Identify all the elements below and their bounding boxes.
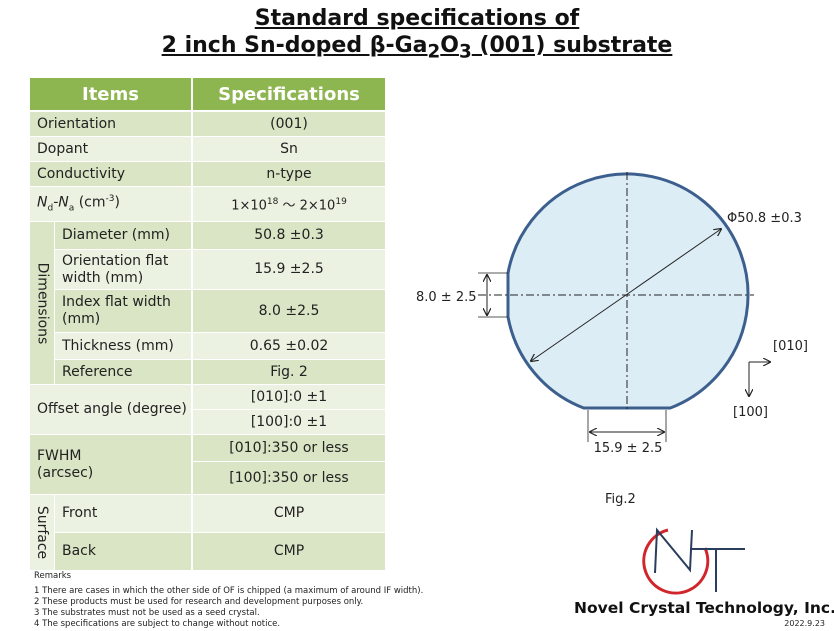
- spec-cell: Sn: [193, 137, 385, 161]
- spec-sup: 18: [266, 196, 279, 207]
- item-cell: Diameter (mm): [55, 222, 191, 249]
- spec-text: 1×10: [231, 198, 267, 214]
- spec-cell: Fig. 2: [193, 360, 385, 384]
- spec-cell: [010]:350 or less: [193, 435, 385, 461]
- item-cell: Conductivity: [30, 162, 191, 186]
- spec-text: ～ 2×10: [278, 198, 336, 214]
- diameter-label: Φ50.8 ±0.3: [727, 211, 802, 226]
- orientation-flat-label: 15.9 ± 2.5: [594, 441, 663, 456]
- group-label: Dimensions: [30, 222, 54, 384]
- item-cell: Back: [55, 533, 191, 570]
- remarks-title: Remarks: [34, 571, 72, 581]
- company-name: Novel Crystal Technology, Inc.: [574, 599, 834, 617]
- remark: 4 The specifications are subject to chan…: [34, 619, 281, 629]
- item-text: N: [37, 194, 48, 211]
- item-cell: Orientation flat width (mm): [55, 250, 191, 289]
- item-text: (cm: [74, 194, 106, 211]
- axis-label: [100]: [733, 405, 768, 420]
- item-cell: Dopant: [30, 137, 191, 161]
- item-text: -N: [53, 194, 69, 211]
- title-sub: 3: [458, 41, 472, 63]
- item-cell: Thickness (mm): [55, 333, 191, 359]
- header-cell: Items: [30, 78, 191, 110]
- item-cell: Offset angle (degree): [30, 385, 191, 434]
- spec-cell: 15.9 ±2.5: [193, 250, 385, 289]
- spec-cell: 0.65 ±0.02: [193, 333, 385, 359]
- header-cell: Specifications: [193, 78, 385, 110]
- item-cell: Orientation: [30, 112, 191, 136]
- remark: 2 These products must be used for resear…: [34, 597, 364, 607]
- item-cell: FWHM (arcsec): [30, 435, 191, 494]
- spec-cell: 1×1018 ～ 2×1019: [193, 187, 385, 221]
- group-label: Surface: [30, 495, 54, 570]
- title-text: (001) substrate: [471, 33, 673, 58]
- spec-cell: [100]:350 or less: [193, 462, 385, 494]
- spec-cell: n-type: [193, 162, 385, 186]
- remark: 1 There are cases in which the other sid…: [34, 586, 424, 596]
- date: 2022.9.23: [784, 619, 825, 628]
- title-line: 2 inch Sn-doped β-Ga2O3 (001) substrate: [0, 33, 834, 62]
- spec-cell: 50.8 ±0.3: [193, 222, 385, 249]
- spec-sup: 19: [335, 196, 347, 207]
- remark: 3 The substrates must not be used as a s…: [34, 608, 260, 618]
- item-text: ): [114, 194, 120, 211]
- item-sup: -3: [105, 193, 115, 204]
- item-sub: d: [47, 203, 54, 214]
- item-cell: Nd-Na (cm-3): [30, 187, 191, 221]
- figure-caption: Fig.2: [605, 492, 636, 507]
- item-cell: Front: [55, 495, 191, 532]
- axis-label: [010]: [773, 339, 808, 354]
- title-text: 2 inch Sn-doped β-Ga: [161, 33, 428, 58]
- wafer: [506, 172, 750, 410]
- item-cell: Reference: [55, 360, 191, 384]
- title-sub: 2: [427, 41, 441, 63]
- logo: [642, 527, 745, 595]
- spec-cell: (001): [193, 112, 385, 136]
- title-text: O: [440, 33, 459, 58]
- spec-cell: [010]:0 ±1: [193, 385, 385, 409]
- diameter-arrow: [531, 229, 721, 361]
- item-cell: Index flat width (mm): [55, 290, 191, 332]
- spec-cell: [100]:0 ±1: [193, 410, 385, 434]
- index-flat-label: 8.0 ± 2.5: [416, 290, 477, 305]
- title-line: Standard specifications of: [254, 6, 580, 31]
- spec-cell: 8.0 ±2.5: [193, 290, 385, 332]
- item-sub: a: [68, 203, 75, 214]
- spec-cell: CMP: [193, 495, 385, 532]
- spec-cell: CMP: [193, 533, 385, 570]
